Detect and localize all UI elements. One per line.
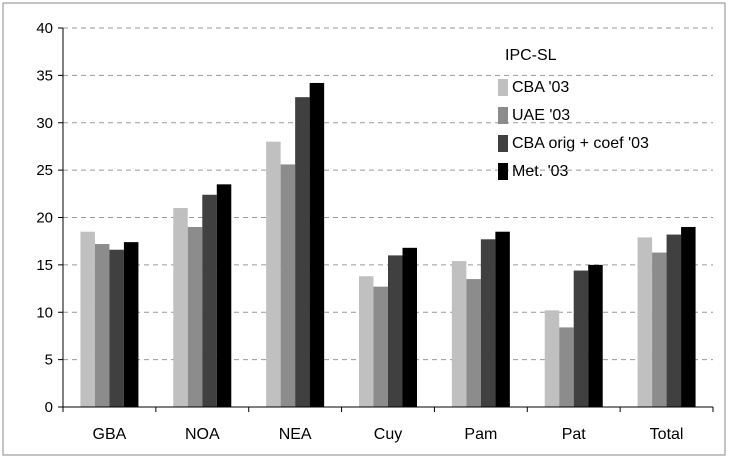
y-tick-label: 10	[36, 304, 53, 321]
y-tick-label: 40	[36, 20, 53, 37]
x-tick-label: Pam	[464, 426, 497, 443]
bar	[109, 249, 124, 407]
bar	[544, 310, 560, 407]
y-tick-label: 20	[36, 210, 53, 227]
bar	[451, 261, 467, 407]
x-tick-label: Cuy	[374, 426, 402, 443]
grid-lines	[63, 27, 713, 361]
bar	[123, 242, 139, 407]
bar	[373, 286, 388, 407]
bar	[187, 226, 203, 407]
bar	[388, 255, 403, 407]
bar	[402, 247, 417, 407]
legend-swatch	[498, 163, 508, 180]
legend: IPC-SL CBA '03 UAE '03 CBA orig + coef '03…	[498, 47, 649, 180]
x-tick-label: GBA	[93, 426, 127, 443]
y-tick-label: 0	[45, 399, 53, 416]
y-tick-label: 15	[36, 257, 53, 274]
x-tick-label: Pat	[562, 426, 587, 443]
bar	[573, 270, 589, 407]
bar	[359, 276, 374, 407]
bar	[666, 234, 682, 407]
bar	[588, 264, 603, 407]
bar	[280, 164, 296, 407]
bar	[80, 231, 95, 407]
bar	[652, 252, 667, 407]
y-axis: 0 5 10 15 20 25 30 35 40	[36, 20, 64, 416]
legend-entry: CBA orig + coef '03	[512, 135, 649, 152]
bar	[480, 239, 496, 407]
bar	[94, 244, 110, 407]
bar	[466, 279, 481, 407]
bar	[681, 226, 696, 407]
bar	[495, 231, 510, 407]
bar	[266, 141, 281, 407]
bar	[637, 237, 653, 407]
legend-entry: UAE '03	[512, 107, 570, 124]
bar	[173, 208, 188, 407]
bars	[80, 82, 696, 407]
legend-entry: Met. '03	[512, 163, 569, 180]
legend-entry: CBA '03	[512, 79, 569, 96]
legend-swatch	[498, 135, 508, 152]
bar	[295, 97, 310, 407]
x-tick-label: NEA	[279, 426, 312, 443]
bar	[309, 82, 325, 407]
x-axis: GBA NOA NEA Cuy Pam Pat Total	[62, 406, 714, 443]
y-tick-label: 35	[36, 67, 53, 84]
y-tick-label: 5	[45, 352, 53, 369]
bar	[559, 327, 574, 407]
legend-swatch	[498, 107, 508, 124]
y-tick-label: 30	[36, 115, 53, 132]
bar	[216, 184, 232, 407]
y-tick-label: 25	[36, 162, 53, 179]
legend-swatch	[498, 79, 508, 96]
x-tick-label: Total	[650, 426, 684, 443]
legend-title: IPC-SL	[505, 47, 557, 64]
bar	[202, 194, 217, 407]
x-tick-label: NOA	[185, 426, 220, 443]
